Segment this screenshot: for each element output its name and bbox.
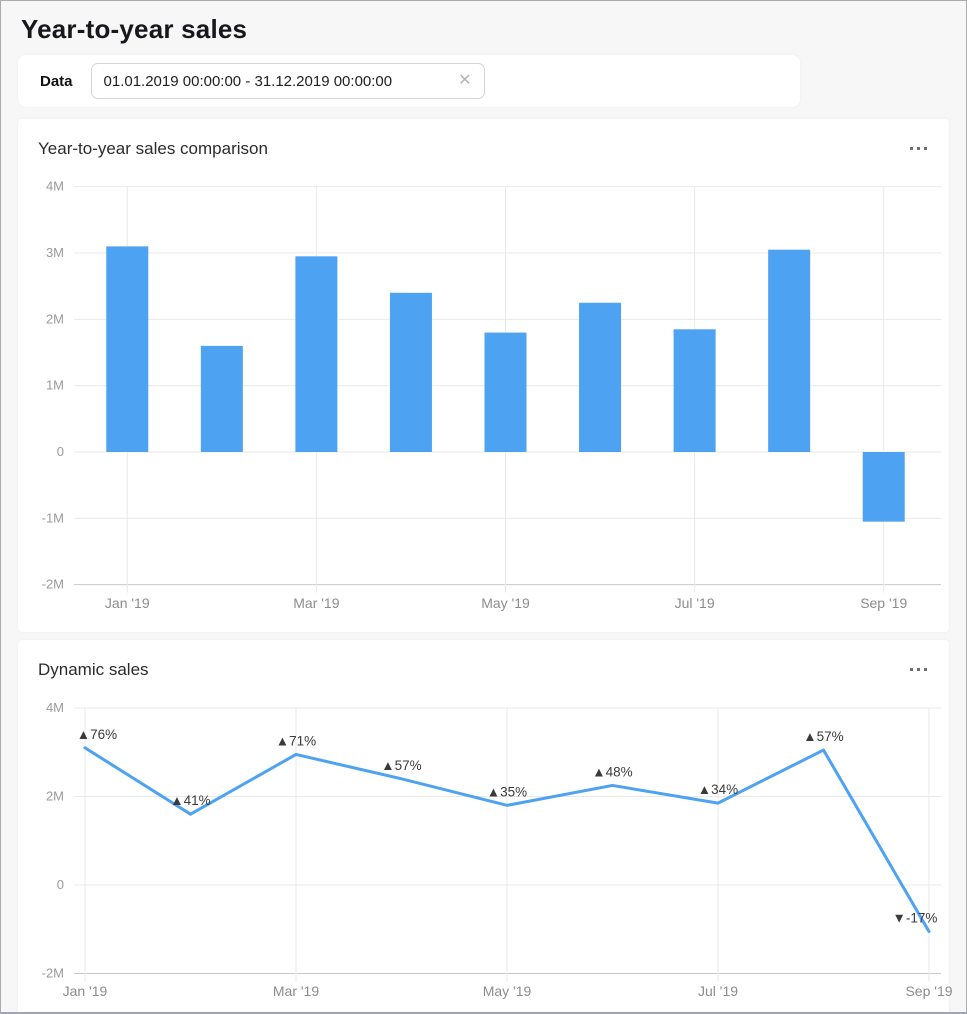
date-filter-card: Data 01.01.2019 00:00:00 - 31.12.2019 00… xyxy=(18,55,800,107)
svg-text:▲34%: ▲34% xyxy=(698,782,738,797)
date-filter-label: Data xyxy=(40,72,73,90)
svg-text:Jul '19: Jul '19 xyxy=(675,595,715,611)
svg-text:Mar '19: Mar '19 xyxy=(273,983,319,999)
svg-text:▲48%: ▲48% xyxy=(592,764,632,779)
svg-text:Jul '19: Jul '19 xyxy=(698,983,738,999)
svg-text:▲35%: ▲35% xyxy=(487,784,527,799)
date-range-value: 01.01.2019 00:00:00 - 31.12.2019 00:00:0… xyxy=(103,72,393,90)
svg-text:1M: 1M xyxy=(46,378,64,393)
line-chart-title: Dynamic sales xyxy=(38,659,149,679)
svg-text:2M: 2M xyxy=(46,789,64,804)
svg-text:▲57%: ▲57% xyxy=(381,758,421,773)
bar-chart-title: Year-to-year sales comparison xyxy=(38,138,268,158)
svg-text:▼-17%: ▼-17% xyxy=(893,910,938,925)
ellipsis-menu-icon[interactable] xyxy=(908,142,929,155)
svg-text:▲57%: ▲57% xyxy=(803,729,843,744)
svg-text:-2M: -2M xyxy=(42,966,64,981)
svg-text:-2M: -2M xyxy=(42,577,64,592)
svg-text:May '19: May '19 xyxy=(481,595,530,611)
bar-chart-card: Year-to-year sales comparison 4M 3M 2M 1M 0 -… xyxy=(18,119,949,632)
svg-text:May '19: May '19 xyxy=(483,983,532,999)
bar-chart[interactable]: 4M 3M 2M 1M 0 -1M -2M Jan '19 Mar '19 May '19 Jul … xyxy=(38,172,941,620)
line-chart-card-header: Dynamic sales xyxy=(18,640,949,693)
svg-text:0: 0 xyxy=(57,444,64,459)
svg-text:-1M: -1M xyxy=(42,510,64,525)
svg-text:Jan '19: Jan '19 xyxy=(63,983,108,999)
svg-text:▲71%: ▲71% xyxy=(276,733,316,748)
date-range-input[interactable]: 01.01.2019 00:00:00 - 31.12.2019 00:00:0… xyxy=(90,63,485,99)
svg-text:Jan '19: Jan '19 xyxy=(105,595,150,611)
svg-text:4M: 4M xyxy=(46,700,64,715)
page-title: Year-to-year sales xyxy=(21,14,248,44)
svg-text:4M: 4M xyxy=(46,179,64,194)
svg-text:▲76%: ▲76% xyxy=(77,727,117,742)
ellipsis-menu-icon[interactable] xyxy=(908,663,929,676)
svg-text:Mar '19: Mar '19 xyxy=(293,595,339,611)
svg-text:Sep '19: Sep '19 xyxy=(905,983,952,999)
line-chart-card: Dynamic sales 4M 2M 0 -2M Jan '19 Mar '19 May … xyxy=(18,640,953,1012)
clear-icon[interactable]: ✕ xyxy=(458,72,472,89)
bar-chart-card-header: Year-to-year sales comparison xyxy=(18,119,949,172)
svg-text:2M: 2M xyxy=(46,311,64,326)
line-chart[interactable]: 4M 2M 0 -2M Jan '19 Mar '19 May '19 Jul '19 Sep … xyxy=(38,693,953,1011)
svg-text:0: 0 xyxy=(57,877,64,892)
svg-text:3M: 3M xyxy=(46,245,64,260)
svg-text:Sep '19: Sep '19 xyxy=(860,595,907,611)
svg-text:▲41%: ▲41% xyxy=(170,793,210,808)
